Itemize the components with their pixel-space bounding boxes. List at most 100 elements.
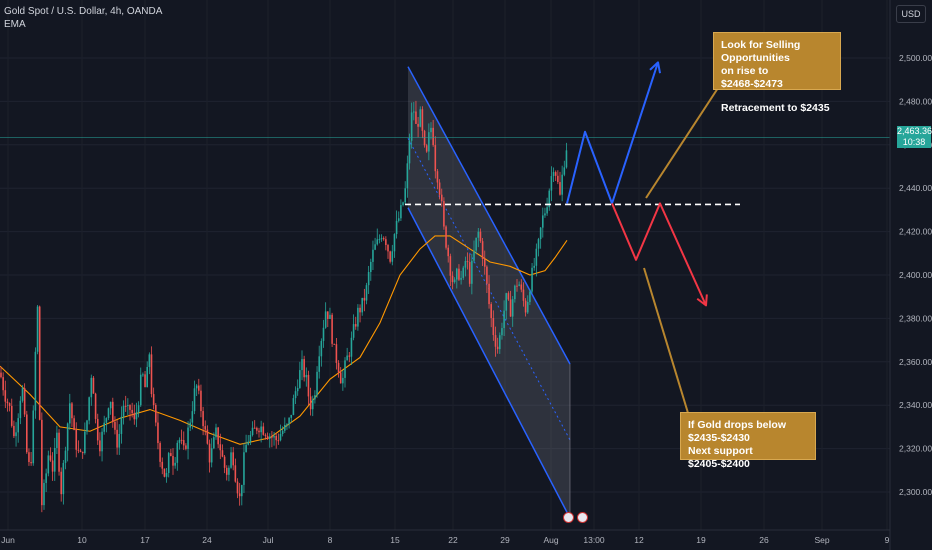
candle-body (413, 111, 415, 113)
support-note[interactable]: If Gold drops below $2435-$2430 Next sup… (680, 412, 816, 470)
candle-body (430, 127, 432, 133)
candle-body (152, 394, 155, 406)
candle-body (135, 412, 138, 420)
candle-body (47, 455, 50, 474)
candle-body (438, 182, 441, 195)
candle-body (464, 261, 467, 268)
candle-body (45, 473, 47, 483)
candle-body (299, 370, 301, 388)
candle-body (208, 443, 211, 463)
candle-body (443, 201, 445, 227)
candle-body (554, 172, 557, 176)
channel-upper-line (407, 66, 571, 365)
candle-body (23, 388, 26, 415)
candle-body (94, 393, 97, 419)
candle-body (92, 377, 95, 394)
candle-body (127, 405, 129, 407)
candle-body (301, 359, 303, 371)
candle-body (552, 172, 555, 177)
candle-body (53, 447, 56, 472)
candle-body (206, 429, 209, 444)
currency-button[interactable]: USD (896, 5, 926, 23)
y-tick-label: 2,380.000 (899, 313, 932, 323)
candle-body (187, 427, 189, 449)
candle-body (397, 218, 400, 221)
last-price-tag: 2,463.365 10:38 (897, 126, 932, 148)
candle-body (215, 427, 217, 438)
x-tick-label: 8 (328, 535, 333, 545)
candle-body (15, 432, 17, 437)
candle-body (38, 306, 41, 420)
candle-body (423, 130, 426, 146)
candle-body (387, 245, 389, 252)
candle-body (292, 398, 295, 415)
price-axis[interactable]: 2,300.000 2,320.000 2,340.000 2,360.000 2,38… (889, 0, 932, 550)
candle-body (131, 409, 133, 414)
candle-body (159, 443, 161, 462)
candle-body (62, 462, 65, 495)
candle-body (359, 307, 361, 313)
candle-body (75, 429, 78, 450)
candle-body (354, 324, 357, 327)
candle-body (410, 112, 413, 141)
candle-body (367, 272, 370, 286)
candle-body (456, 268, 458, 280)
candle-body (447, 247, 449, 257)
bearish-projection-arrow (611, 202, 707, 306)
candle-body (228, 467, 230, 475)
candle-body (19, 400, 22, 419)
candle-body (400, 205, 402, 219)
note-line: Next support $2405-$2400 (688, 445, 753, 470)
x-tick-label: 22 (448, 535, 458, 545)
candle-body (307, 374, 310, 397)
candle-body (150, 354, 153, 395)
candle-body (406, 163, 409, 189)
candle-body (294, 391, 297, 399)
candle-body (363, 297, 366, 301)
candle-body (230, 452, 232, 468)
candle-body (339, 372, 342, 384)
candle-body (262, 426, 265, 435)
candle-body (389, 251, 391, 262)
note-line: on rise to $2468-$2473 (721, 65, 783, 90)
candle-body (133, 413, 136, 420)
candle-body (288, 417, 290, 425)
us-flag-event-icon[interactable] (577, 512, 588, 523)
candle-body (256, 427, 258, 431)
candle-body (122, 405, 125, 417)
y-tick-label: 2,420.000 (899, 227, 932, 237)
candle-body (331, 314, 333, 344)
candle-body (475, 237, 477, 251)
candle-body (546, 207, 548, 214)
selling-opportunity-note[interactable]: Look for Selling Opportunities on rise t… (713, 32, 841, 114)
candle-body (286, 424, 288, 426)
y-tick-label: 2,300.000 (899, 487, 932, 497)
candle-body (266, 436, 269, 439)
candle-body (176, 442, 179, 463)
us-flag-event-icon[interactable] (563, 512, 574, 523)
candle-body (107, 408, 110, 419)
candle-body (393, 234, 396, 252)
symbol-title[interactable]: Gold Spot / U.S. Dollar, 4h, OANDA (4, 6, 163, 17)
candle-body (34, 351, 37, 411)
candle-body (13, 425, 15, 437)
candle-body (391, 251, 394, 262)
candle-body (30, 462, 32, 464)
candle-body (404, 188, 406, 203)
note-line: Look for Selling Opportunities (721, 39, 801, 64)
candle-body (309, 396, 312, 410)
bearish-projection-arrow-head (696, 294, 708, 307)
candle-body (496, 346, 499, 350)
candle-body (370, 261, 372, 273)
candle-body (49, 455, 52, 461)
x-tick-label: 19 (696, 535, 706, 545)
x-tick-label: Jul (263, 535, 274, 545)
time-axis[interactable]: Jun 10 17 24 Jul 8 15 22 29 Aug 13:00 12 19 26 Sep 9 (0, 529, 890, 545)
candle-body (511, 299, 514, 317)
indicator-label[interactable]: EMA (4, 19, 26, 30)
candle-body (277, 440, 280, 442)
candle-body (69, 403, 71, 424)
candle-body (361, 297, 363, 313)
x-tick-label: 29 (500, 535, 510, 545)
